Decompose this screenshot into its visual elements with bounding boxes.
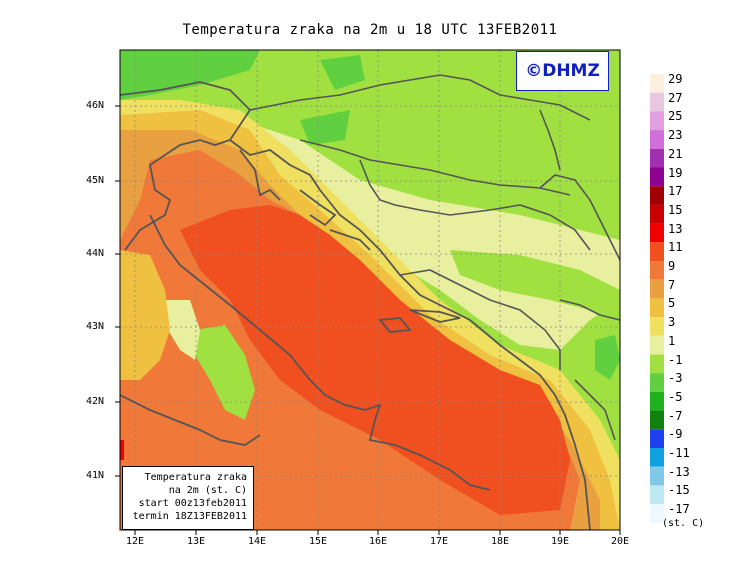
legend-swatch — [650, 204, 664, 224]
legend-label: 13 — [668, 221, 683, 236]
legend-swatch — [650, 410, 664, 430]
legend-swatch — [650, 317, 664, 336]
legend-swatch — [650, 167, 664, 187]
legend-label: 19 — [668, 165, 683, 180]
field-green-se — [595, 335, 620, 380]
legend-swatch — [650, 298, 664, 318]
legend-label: -15 — [668, 483, 690, 498]
legend-label: 3 — [668, 315, 676, 330]
legend-swatch — [650, 130, 664, 149]
legend-label: 11 — [668, 240, 683, 255]
legend-swatch — [650, 391, 664, 411]
legend-label: -3 — [668, 371, 683, 386]
legend-label: -13 — [668, 464, 690, 479]
legend-swatch — [650, 186, 664, 205]
lat-label-42n: 42N — [86, 396, 105, 407]
lon-label-20e: 20E — [610, 536, 630, 547]
coastlines — [120, 81, 591, 530]
legend-label: 1 — [668, 333, 676, 348]
field-red-orange — [180, 205, 570, 515]
legend-swatch — [650, 279, 664, 299]
legend-colorbar — [650, 74, 664, 523]
legend-label: 21 — [668, 146, 683, 161]
lon-label-12e: 12E — [125, 536, 145, 547]
legend-label: 27 — [668, 90, 683, 105]
legend-label: -5 — [668, 389, 683, 404]
legend-label: 7 — [668, 277, 676, 292]
legend-swatch — [650, 223, 664, 243]
legend-swatch — [650, 242, 664, 261]
lon-label-18e: 18E — [490, 536, 510, 547]
axis-ticks — [115, 105, 621, 535]
legend-swatch — [650, 448, 664, 467]
map-title: Temperatura zraka na 2m u 18 UTC 13FEB20… — [182, 22, 558, 38]
info-line-1: Temperatura zraka — [144, 472, 247, 483]
field-red-sw — [120, 440, 124, 460]
legend-label: -17 — [668, 502, 690, 517]
lon-label-17e: 17E — [429, 536, 449, 547]
lat-label-44n: 44N — [86, 248, 105, 259]
legend-label: -11 — [668, 446, 690, 460]
legend-swatch — [650, 111, 664, 131]
legend-swatch — [650, 485, 664, 505]
legend-swatch — [650, 354, 664, 374]
legend-swatch — [650, 335, 664, 355]
lon-label-19e: 19E — [550, 536, 570, 547]
field-italy-tan — [120, 250, 170, 380]
legend-label: 23 — [668, 128, 683, 143]
legend-label: -7 — [668, 408, 683, 423]
legend-swatch — [650, 74, 664, 93]
info-line-4: termin 18Z13FEB2011 — [132, 511, 247, 522]
field-green-patch — [300, 110, 350, 145]
legend-label: 17 — [668, 184, 683, 199]
legend-swatch — [650, 261, 664, 280]
lon-label-15e: 15E — [308, 536, 328, 547]
field-light-green-inland — [450, 250, 620, 330]
legend-label: -9 — [668, 427, 683, 442]
legend-swatch — [650, 504, 664, 523]
legend-swatch — [650, 429, 664, 448]
legend-swatch — [650, 466, 664, 486]
legend-label: 9 — [668, 259, 676, 273]
field-italy-pale — [160, 300, 200, 360]
lon-label-14e: 14E — [247, 536, 267, 547]
graticule — [120, 50, 620, 530]
legend-label: 15 — [668, 202, 683, 217]
lat-label-43n: 43N — [86, 321, 105, 332]
legend-swatch — [650, 148, 664, 168]
country-borders — [249, 74, 620, 441]
field-green-patch — [320, 55, 365, 90]
legend-label: 25 — [668, 109, 683, 124]
lat-label-45n: 45N — [86, 175, 105, 186]
legend-swatch — [650, 92, 664, 112]
legend-label: 29 — [668, 72, 683, 86]
field-green-nw — [120, 50, 260, 100]
lon-label-16e: 16E — [368, 536, 388, 547]
lon-label-13e: 13E — [186, 536, 206, 547]
lat-label-46n: 46N — [86, 100, 105, 111]
info-line-2: na 2m (st. C) — [168, 485, 247, 496]
legend-units: (st. C) — [662, 518, 705, 529]
map-frame — [119, 49, 621, 531]
dhmz-watermark: ©DHMZ — [516, 51, 609, 91]
legend-swatch — [650, 373, 664, 392]
info-line-3: start 00z13feb2011 — [138, 498, 247, 509]
lat-label-41n: 41N — [86, 470, 105, 481]
legend-label: 5 — [668, 296, 676, 311]
field-italy-green — [195, 325, 255, 420]
info-box: Temperatura zraka na 2m (st. C) start 00… — [122, 466, 254, 530]
legend-label: -1 — [668, 352, 683, 367]
